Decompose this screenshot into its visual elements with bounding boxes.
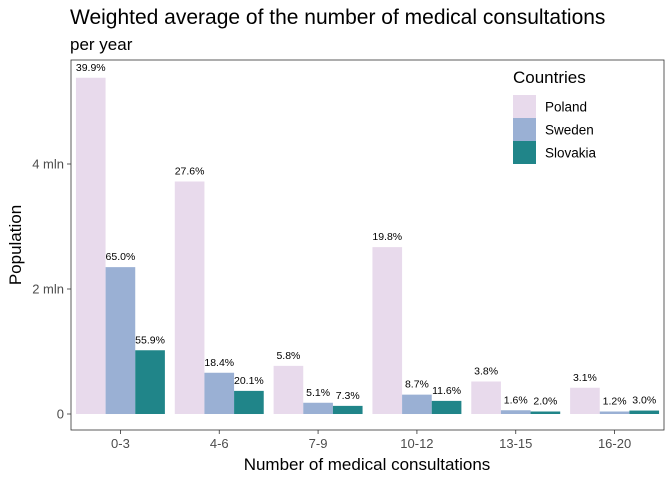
- bar-slovakia-10-12: [431, 400, 462, 415]
- data-label-slovakia-10-12: 11.6%: [432, 385, 461, 397]
- data-label-slovakia-16-20: 3.0%: [632, 395, 656, 407]
- bars: [75, 77, 660, 415]
- legend-label-slovakia: Slovakia: [545, 146, 597, 161]
- legend-items: Poland Sweden Slovakia: [513, 95, 597, 164]
- bar-poland-7-9: [273, 365, 304, 415]
- bar-sweden-16-20: [599, 411, 630, 414]
- data-label-slovakia-4-6: 20.1%: [234, 375, 264, 387]
- data-label-poland-7-9: 5.8%: [276, 350, 300, 362]
- x-tick-label: 16-20: [598, 436, 631, 451]
- data-label-poland-0-3: 39.9%: [76, 62, 106, 74]
- x-tick-label: 4-6: [210, 436, 229, 451]
- bar-poland-4-6: [174, 181, 205, 414]
- bar-sweden-7-9: [303, 402, 333, 414]
- y-axis: 0 2 mln 4 mln: [32, 157, 71, 422]
- bar-labels: 39.9% 65.0% 55.9% 27.6% 18.4%20.1% 5.8% 5.1% 7.…: [76, 62, 656, 408]
- data-label-sweden-10-12: 8.7%: [405, 379, 429, 391]
- bar-poland-0-3: [75, 77, 106, 414]
- data-label-poland-16-20: 3.1%: [573, 372, 597, 384]
- x-tick-label: 7-9: [309, 436, 328, 451]
- bar-slovakia-7-9: [332, 405, 363, 415]
- chart-title: Weighted average of the number of medica…: [70, 6, 605, 29]
- bar-poland-10-12: [372, 247, 403, 415]
- bar-sweden-4-6: [204, 372, 235, 414]
- bar-sweden-13-15: [500, 410, 531, 414]
- bar-sweden-0-3: [105, 267, 136, 415]
- data-label-slovakia-13-15: 2.0%: [533, 396, 557, 408]
- data-label-sweden-4-6: 18.4%: [204, 357, 234, 369]
- data-label-poland-4-6: 27.6%: [175, 166, 205, 178]
- plot-panel: [70, 59, 665, 431]
- legend: Countries Poland Sweden Slovakia: [513, 68, 597, 164]
- data-label-poland-10-12: 19.8%: [372, 231, 402, 243]
- legend-title: Countries: [513, 68, 586, 87]
- legend-key-poland: [513, 95, 536, 118]
- bar-slovakia-0-3: [135, 350, 165, 414]
- data-label-sweden-16-20: 1.2%: [603, 396, 627, 408]
- y-axis-title: Population: [6, 205, 25, 285]
- legend-label-sweden: Sweden: [545, 123, 594, 138]
- data-label-poland-13-15: 3.8%: [474, 366, 498, 378]
- y-tick-label: 0: [57, 407, 64, 422]
- data-label-sweden-7-9: 5.1%: [306, 387, 330, 399]
- bar-sweden-10-12: [402, 394, 432, 415]
- data-label-sweden-13-15: 1.6%: [504, 394, 528, 406]
- bar-slovakia-16-20: [629, 410, 660, 414]
- bar-poland-13-15: [471, 381, 501, 414]
- chart-subtitle: per year: [70, 35, 133, 54]
- x-tick-label: 10-12: [400, 436, 433, 451]
- legend-label-poland: Poland: [545, 100, 587, 115]
- y-tick-label: 4 mln: [32, 157, 64, 172]
- bar-poland-16-20: [570, 387, 600, 414]
- y-tick-label: 2 mln: [32, 282, 64, 297]
- data-label-sweden-0-3: 65.0%: [106, 251, 136, 263]
- x-axis: 0-3 4-6 7-9 10-12 13-15 16-20: [111, 430, 631, 451]
- legend-key-slovakia: [513, 141, 536, 164]
- bar-slovakia-4-6: [234, 390, 264, 415]
- x-tick-label: 13-15: [499, 436, 532, 451]
- data-label-slovakia-0-3: 55.9%: [135, 334, 165, 346]
- legend-key-sweden: [513, 118, 536, 141]
- data-label-slovakia-7-9: 7.3%: [336, 390, 360, 402]
- x-axis-title: Number of medical consultations: [244, 455, 491, 474]
- bar-slovakia-13-15: [530, 411, 561, 414]
- x-tick-label: 0-3: [111, 436, 130, 451]
